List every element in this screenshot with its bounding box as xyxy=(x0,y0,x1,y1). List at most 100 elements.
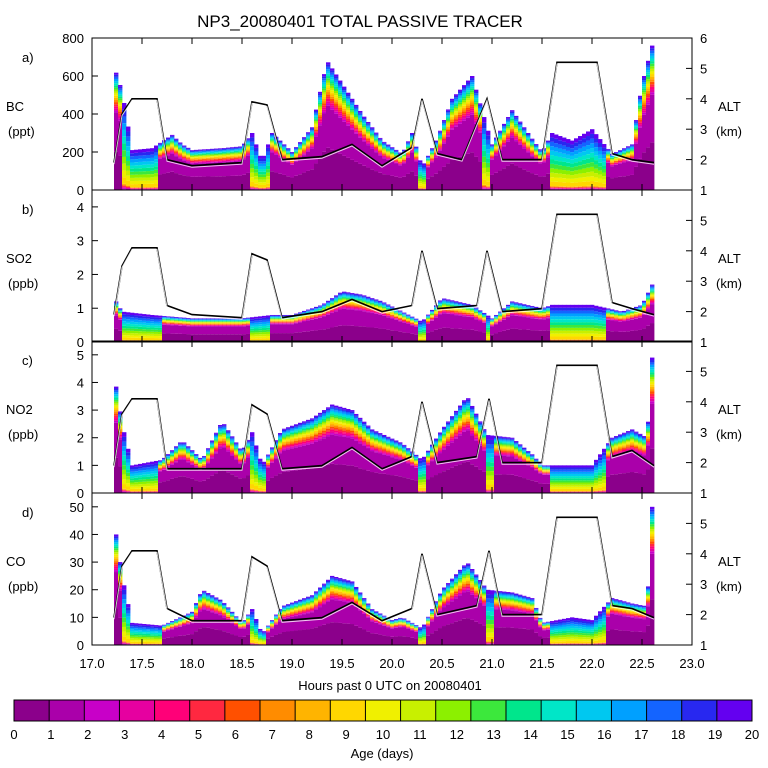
tracer-segment xyxy=(326,311,331,313)
tracer-segment xyxy=(290,160,295,162)
tracer-segment xyxy=(314,132,319,135)
tracer-segment xyxy=(498,150,503,171)
tracer-segment xyxy=(242,157,247,159)
tracer-segment xyxy=(478,310,483,312)
tracer-segment xyxy=(426,155,431,157)
tracer-segment xyxy=(306,315,311,317)
tracer-segment xyxy=(230,161,235,176)
tracer-segment xyxy=(318,306,323,308)
tracer-segment xyxy=(422,177,427,180)
tracer-segment xyxy=(314,122,319,124)
tracer-segment xyxy=(234,153,239,154)
tracer-segment xyxy=(374,304,379,305)
tracer-segment xyxy=(510,117,515,119)
tracer-segment xyxy=(230,161,235,162)
tracer-segment xyxy=(430,157,435,159)
tracer-segment xyxy=(218,160,223,162)
tracer-segment xyxy=(490,153,495,155)
tracer-segment xyxy=(614,152,619,154)
tracer-segment xyxy=(318,114,323,117)
tracer-segment xyxy=(378,302,383,304)
tracer-segment xyxy=(514,328,519,342)
tracer-segment xyxy=(458,114,463,117)
tracer-segment xyxy=(574,174,579,179)
tracer-segment xyxy=(142,155,147,159)
tracer-segment xyxy=(182,147,187,148)
tracer-segment xyxy=(638,114,643,116)
tracer-segment xyxy=(142,148,147,153)
tracer-segment xyxy=(374,300,379,301)
tracer-segment xyxy=(626,150,631,151)
tracer-segment xyxy=(406,143,411,145)
tracer-segment xyxy=(482,315,487,317)
tracer-segment xyxy=(498,133,503,135)
tracer-segment xyxy=(458,304,463,305)
tracer-segment xyxy=(270,139,275,141)
tracer-segment xyxy=(626,161,631,176)
tracer-segment xyxy=(522,134,527,136)
tracer-segment xyxy=(234,147,239,149)
tracer-segment xyxy=(218,326,223,335)
tracer-segment xyxy=(138,184,143,188)
tracer-segment xyxy=(490,152,495,154)
tracer-segment xyxy=(506,140,511,142)
tracer-segment xyxy=(154,321,159,324)
tracer-segment xyxy=(306,132,311,134)
tracer-segment xyxy=(194,149,199,151)
tracer-segment xyxy=(238,159,243,161)
tracer-segment xyxy=(470,94,475,97)
tracer-segment xyxy=(262,332,267,335)
alt-tick-label: 1 xyxy=(700,183,707,198)
tracer-segment xyxy=(366,301,371,303)
tracer-segment xyxy=(322,76,327,79)
tracer-segment xyxy=(322,80,327,83)
tracer-segment xyxy=(178,148,183,150)
tracer-segment xyxy=(270,134,275,136)
tracer-segment xyxy=(514,127,519,130)
tracer-segment xyxy=(326,309,331,311)
tracer-segment xyxy=(470,112,475,115)
tracer-segment xyxy=(402,317,407,318)
tracer-segment xyxy=(214,326,219,335)
tracer-segment xyxy=(390,318,395,331)
tracer-segment xyxy=(498,170,503,190)
tracer-segment xyxy=(130,181,135,185)
tracer-segment xyxy=(514,134,519,136)
tracer-segment xyxy=(158,315,163,318)
tracer-segment xyxy=(482,316,487,317)
tracer-segment xyxy=(330,300,335,302)
tracer-segment xyxy=(650,63,655,67)
tracer-segment xyxy=(510,134,515,136)
tracer-segment xyxy=(614,155,619,157)
tracer-segment xyxy=(114,102,119,105)
tracer-segment xyxy=(374,134,379,136)
tracer-segment xyxy=(574,170,579,175)
tracer-segment xyxy=(118,94,123,97)
tracer-segment xyxy=(550,181,555,187)
tracer-segment xyxy=(418,320,423,323)
tracer-segment xyxy=(194,152,199,153)
tracer-segment xyxy=(230,158,235,160)
tracer-segment xyxy=(170,140,175,142)
tracer-segment xyxy=(242,154,247,156)
tracer-segment xyxy=(142,158,147,162)
tracer-segment xyxy=(370,128,375,130)
tracer-segment xyxy=(510,124,515,126)
tracer-segment xyxy=(342,101,347,104)
tracer-segment xyxy=(358,326,363,342)
tracer-segment xyxy=(478,103,483,105)
tracer-segment xyxy=(582,151,587,156)
tracer-segment xyxy=(354,106,359,108)
tracer-segment xyxy=(382,152,387,154)
tracer-segment xyxy=(510,308,515,310)
tracer-segment xyxy=(438,310,443,312)
tracer-segment xyxy=(118,115,123,117)
tracer-segment xyxy=(162,333,167,342)
tracer-segment xyxy=(614,153,619,155)
tracer-segment xyxy=(398,331,403,342)
tracer-segment xyxy=(190,150,195,152)
tracer-segment xyxy=(266,338,271,341)
tracer-segment xyxy=(646,100,651,103)
tracer-segment xyxy=(310,169,315,190)
